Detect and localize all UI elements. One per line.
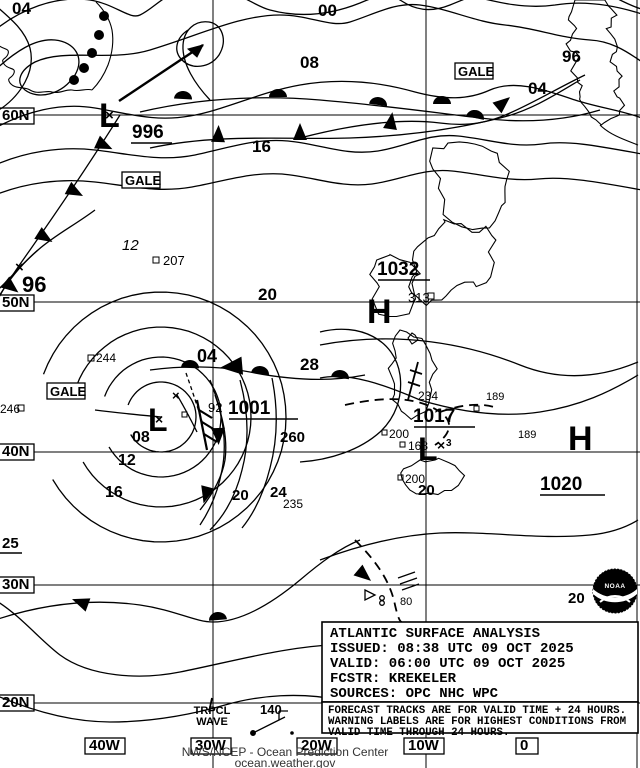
svg-text:28: 28 bbox=[300, 355, 319, 374]
svg-text:20: 20 bbox=[258, 285, 277, 304]
svg-text:189: 189 bbox=[518, 429, 536, 441]
svg-text:40W: 40W bbox=[89, 737, 121, 754]
svg-text:20: 20 bbox=[232, 487, 249, 504]
svg-text:200: 200 bbox=[389, 427, 409, 441]
svg-text:260: 260 bbox=[280, 429, 305, 446]
svg-text:×: × bbox=[105, 107, 114, 124]
svg-text:20N: 20N bbox=[2, 694, 30, 711]
svg-text:GALE: GALE bbox=[458, 64, 494, 79]
svg-text:FCSTR: KREKELER: FCSTR: KREKELER bbox=[330, 671, 457, 687]
svg-text:996: 996 bbox=[132, 122, 164, 143]
svg-text:ATLANTIC SURFACE ANALYSIS: ATLANTIC SURFACE ANALYSIS bbox=[330, 626, 540, 642]
svg-text:40N: 40N bbox=[2, 443, 30, 460]
svg-text:08: 08 bbox=[300, 53, 319, 72]
svg-text:ISSUED: 08:38 UTC 09 OCT 2025: ISSUED: 08:38 UTC 09 OCT 2025 bbox=[330, 641, 574, 657]
svg-text:GALE: GALE bbox=[125, 173, 161, 188]
svg-text:WAVE: WAVE bbox=[196, 716, 228, 728]
svg-text:×: × bbox=[155, 411, 163, 427]
svg-text:3: 3 bbox=[446, 438, 452, 449]
svg-text:16: 16 bbox=[105, 484, 123, 501]
svg-text:60N: 60N bbox=[2, 107, 30, 124]
svg-text:VALID: 06:00 UTC 09 OCT 2025: VALID: 06:00 UTC 09 OCT 2025 bbox=[330, 656, 565, 672]
svg-text:235: 235 bbox=[283, 497, 303, 511]
svg-text:12: 12 bbox=[122, 237, 139, 254]
svg-text:20: 20 bbox=[568, 590, 585, 607]
svg-text:96: 96 bbox=[22, 272, 46, 297]
svg-text:04: 04 bbox=[12, 0, 31, 18]
svg-text:SOURCES: OPC NHC WPC: SOURCES: OPC NHC WPC bbox=[330, 686, 499, 702]
svg-text:GALE: GALE bbox=[50, 384, 86, 399]
svg-text:25: 25 bbox=[2, 535, 19, 552]
svg-text:207: 207 bbox=[163, 253, 185, 268]
svg-text:80: 80 bbox=[400, 596, 412, 608]
svg-text:1001: 1001 bbox=[228, 398, 271, 419]
svg-text:234: 234 bbox=[418, 389, 438, 403]
svg-text:12: 12 bbox=[118, 452, 136, 469]
svg-text:0: 0 bbox=[520, 737, 528, 754]
svg-text:×: × bbox=[437, 437, 445, 453]
svg-text:244: 244 bbox=[96, 351, 116, 365]
svg-text:00: 00 bbox=[318, 1, 337, 20]
svg-text:04: 04 bbox=[197, 346, 217, 366]
svg-text:04: 04 bbox=[528, 79, 547, 98]
svg-text:246: 246 bbox=[0, 402, 20, 416]
svg-text:30N: 30N bbox=[2, 576, 30, 593]
svg-text:1020: 1020 bbox=[540, 474, 582, 495]
svg-text:VALID TIME THROUGH 24 HOURS.: VALID TIME THROUGH 24 HOURS. bbox=[328, 727, 509, 739]
svg-text:H: H bbox=[568, 420, 593, 458]
svg-text:08: 08 bbox=[132, 429, 150, 446]
svg-text:×: × bbox=[172, 388, 180, 403]
svg-text:H: H bbox=[367, 293, 392, 331]
svg-text:10W: 10W bbox=[408, 737, 440, 754]
svg-text:20: 20 bbox=[418, 482, 435, 499]
svg-text:168: 168 bbox=[408, 439, 428, 453]
svg-text:189: 189 bbox=[486, 391, 504, 403]
svg-text:16: 16 bbox=[252, 137, 271, 156]
svg-text:96: 96 bbox=[562, 47, 581, 66]
svg-text:ocean.weather.gov: ocean.weather.gov bbox=[235, 756, 336, 768]
svg-text:NOAA: NOAA bbox=[604, 583, 625, 590]
